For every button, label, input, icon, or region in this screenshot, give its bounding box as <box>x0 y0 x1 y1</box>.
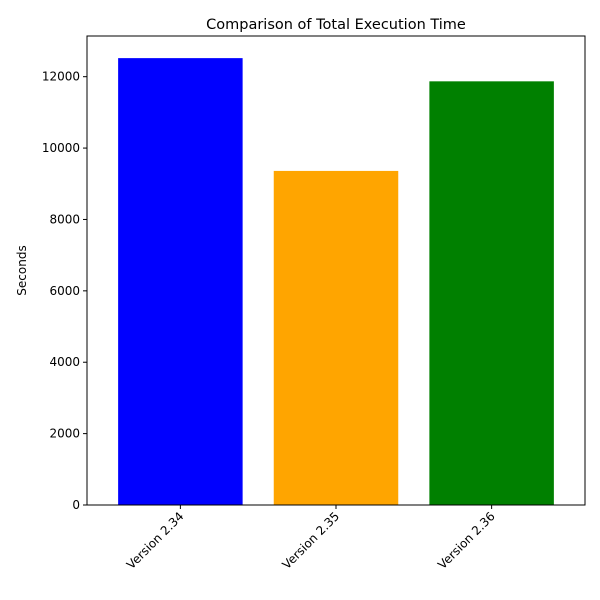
bars-group <box>118 58 554 506</box>
y-tick-label: 0 <box>72 498 80 512</box>
plot-frame <box>86 35 586 506</box>
chart-title: Comparison of Total Execution Time <box>206 17 466 33</box>
bar-version-2-35 <box>273 170 399 506</box>
y-tick-label: 8000 <box>49 212 80 226</box>
x-axis-ticks: Version 2.34 Version 2.35 Version 2.36 <box>124 505 498 572</box>
x-tick-label: Version 2.35 <box>279 509 342 572</box>
y-tick-label: 4000 <box>49 355 80 369</box>
bar-version-2-34 <box>118 58 243 506</box>
y-tick-label: 12000 <box>42 70 80 84</box>
y-tick-label: 6000 <box>49 284 80 298</box>
y-axis-ticks: 0 2000 4000 6000 8000 10000 12000 <box>42 70 87 512</box>
bar-version-2-36 <box>429 81 554 505</box>
y-axis-title: Seconds <box>15 245 29 295</box>
x-tick-label: Version 2.34 <box>124 509 187 572</box>
y-tick-label: 2000 <box>49 427 80 441</box>
x-tick-label: Version 2.36 <box>435 509 498 572</box>
y-tick-label: 10000 <box>42 141 80 155</box>
